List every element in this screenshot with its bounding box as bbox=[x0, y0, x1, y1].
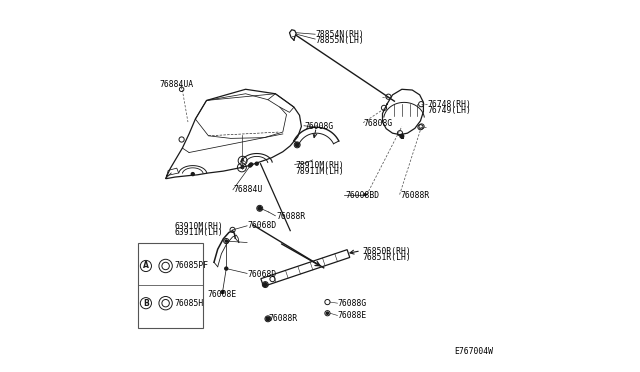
Text: 76850R(RH): 76850R(RH) bbox=[363, 247, 412, 256]
Circle shape bbox=[258, 206, 262, 210]
Text: 76088E: 76088E bbox=[338, 311, 367, 320]
Text: B: B bbox=[239, 165, 244, 170]
Text: 76088R: 76088R bbox=[276, 212, 305, 221]
Text: 76088R: 76088R bbox=[400, 191, 429, 200]
Text: E767004W: E767004W bbox=[454, 347, 493, 356]
Text: 78854N(RH): 78854N(RH) bbox=[316, 30, 364, 39]
Circle shape bbox=[295, 143, 299, 147]
Text: 76088G: 76088G bbox=[338, 299, 367, 308]
Circle shape bbox=[264, 283, 267, 286]
Text: A: A bbox=[143, 262, 149, 270]
Circle shape bbox=[221, 291, 224, 294]
Text: 76884UA: 76884UA bbox=[159, 80, 193, 89]
Text: 76884U: 76884U bbox=[234, 185, 263, 194]
Text: 78911M(LH): 78911M(LH) bbox=[296, 167, 344, 176]
Text: 76088R: 76088R bbox=[269, 314, 298, 323]
Text: 76068D: 76068D bbox=[248, 221, 276, 230]
Circle shape bbox=[191, 173, 195, 176]
Text: B: B bbox=[143, 299, 148, 308]
Text: 76748(RH): 76748(RH) bbox=[428, 100, 472, 109]
Text: 76008BD: 76008BD bbox=[346, 191, 380, 200]
Text: 76008E: 76008E bbox=[207, 290, 237, 299]
Polygon shape bbox=[365, 193, 367, 196]
Circle shape bbox=[225, 267, 228, 270]
Text: 76085H: 76085H bbox=[174, 299, 204, 308]
Text: 63911M(LH): 63911M(LH) bbox=[175, 228, 223, 237]
Text: 78855N(LH): 78855N(LH) bbox=[316, 36, 364, 45]
Text: 76085PF: 76085PF bbox=[174, 262, 208, 270]
Circle shape bbox=[248, 164, 252, 167]
Circle shape bbox=[225, 240, 227, 242]
Text: 76068D: 76068D bbox=[248, 270, 276, 279]
Circle shape bbox=[266, 317, 270, 321]
Text: A: A bbox=[240, 158, 245, 163]
Circle shape bbox=[250, 163, 253, 166]
Text: 76808G: 76808G bbox=[364, 119, 393, 128]
Text: 76008G: 76008G bbox=[305, 122, 333, 131]
Circle shape bbox=[326, 312, 328, 314]
Circle shape bbox=[255, 162, 259, 165]
Circle shape bbox=[400, 134, 404, 138]
Text: 78910M(RH): 78910M(RH) bbox=[296, 161, 344, 170]
Text: 76851R(LH): 76851R(LH) bbox=[363, 253, 412, 262]
Text: 63910M(RH): 63910M(RH) bbox=[175, 222, 223, 231]
Text: 76749(LH): 76749(LH) bbox=[428, 106, 472, 115]
